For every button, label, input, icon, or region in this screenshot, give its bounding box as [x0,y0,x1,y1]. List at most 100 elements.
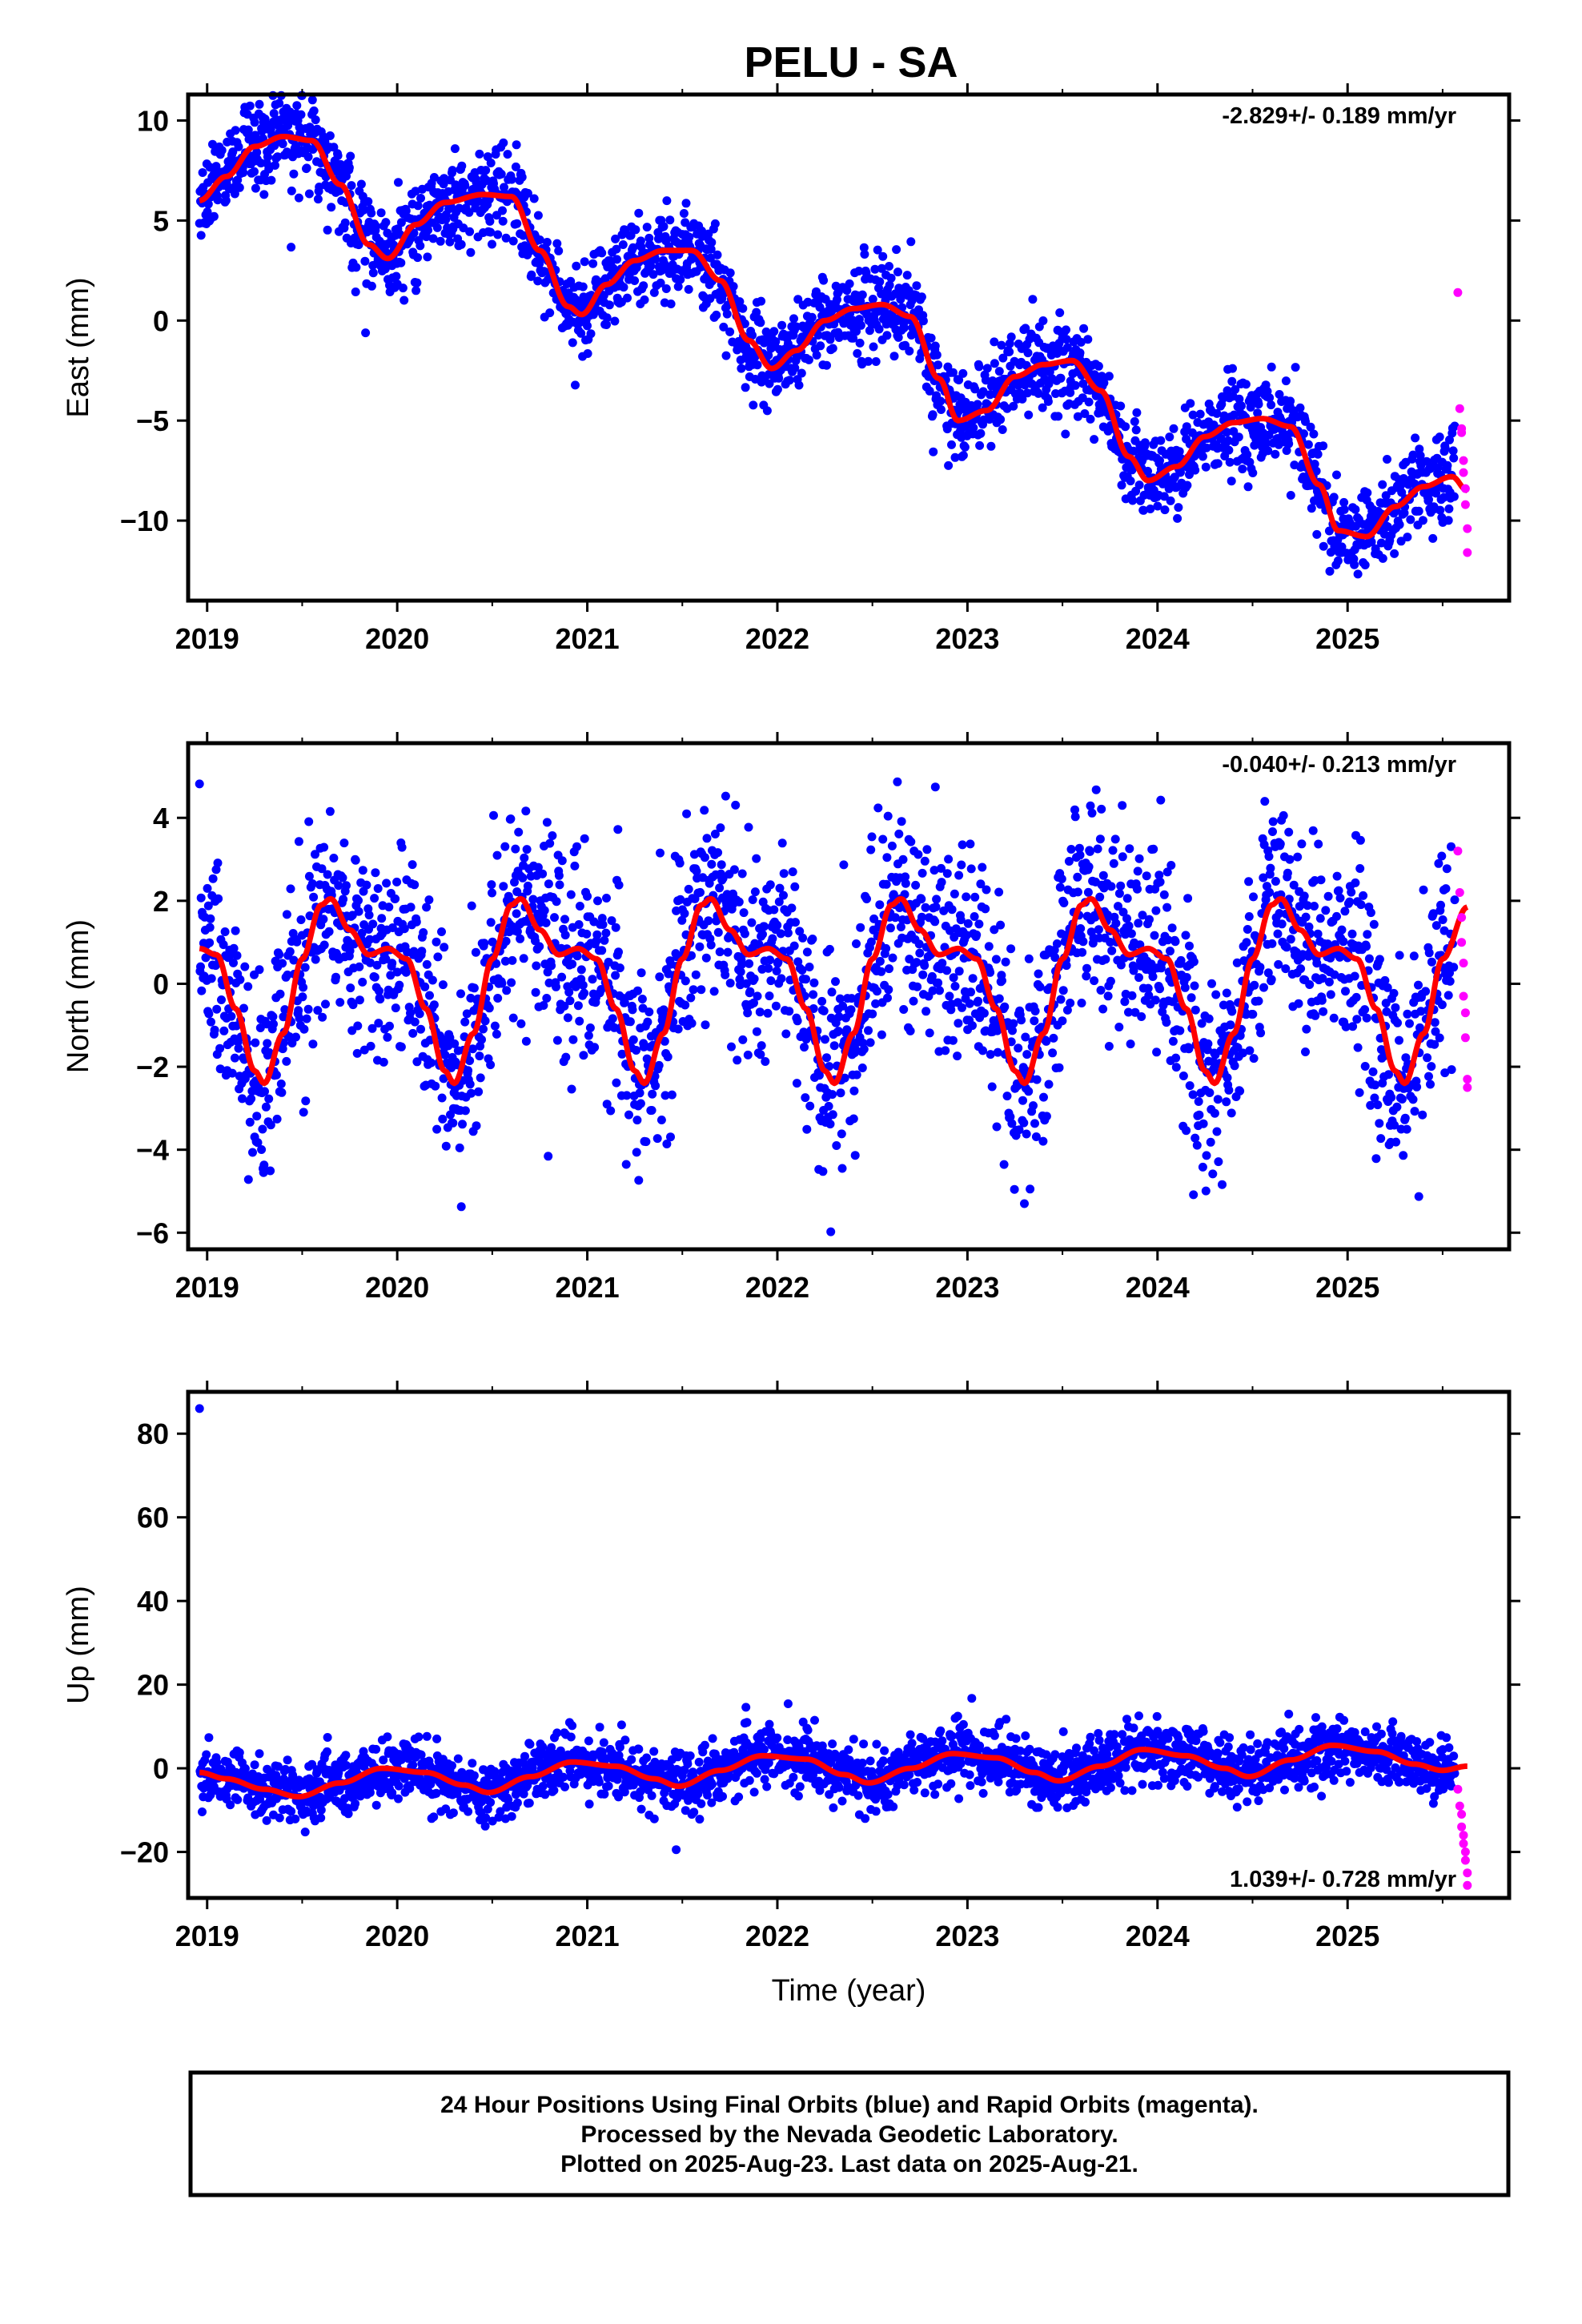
east-final-orbit-point [198,168,207,177]
north-final-orbit-point [1447,1065,1456,1075]
north-final-orbit-point [968,974,978,983]
north-final-orbit-point [1029,1101,1038,1111]
north-final-orbit-point [682,809,692,818]
north-final-orbit-point [580,834,589,843]
north-final-orbit-point [583,891,592,901]
north-final-orbit-point [1392,1102,1402,1112]
east-final-orbit-point [659,222,669,231]
east-final-orbit-point [1160,505,1170,515]
north-final-orbit-point [472,1121,481,1131]
north-final-orbit-point [978,862,987,872]
east-final-orbit-point [640,295,649,304]
north-final-orbit-point [1185,941,1194,951]
east-final-orbit-point [1090,435,1099,444]
north-final-orbit-point [1393,1018,1402,1027]
north-final-orbit-point [793,1016,802,1026]
east-final-orbit-point [997,340,1006,350]
north-y-tick-label: 4 [153,802,169,834]
north-final-orbit-point [431,1081,440,1091]
east-rapid-orbit-point [1459,456,1468,465]
up-panel: 2019 2020 2021 2022 2023 2024 2025806040200−20… [62,1381,1520,2008]
east-final-orbit-point [1005,347,1014,356]
east-final-orbit-point [340,218,350,227]
north-final-orbit-point [852,1070,861,1080]
north-final-orbit-point [1026,1184,1035,1194]
east-final-orbit-point [303,152,313,162]
north-final-orbit-point [319,915,328,924]
north-final-orbit-point [713,848,723,858]
north-final-orbit-point [1195,1110,1204,1120]
east-final-orbit-point [527,270,536,279]
north-final-orbit-point [467,901,476,911]
north-final-orbit-point [1296,964,1306,974]
north-final-orbit-point [615,963,624,973]
east-final-orbit-point [1023,348,1033,358]
east-final-orbit-point [676,275,685,284]
north-final-orbit-point [584,1031,593,1040]
east-final-orbit-point [1307,504,1316,513]
north-final-orbit-point [888,953,897,963]
north-final-orbit-point [1226,1020,1235,1030]
north-final-orbit-point [1408,1095,1418,1104]
east-final-orbit-point [278,139,287,149]
north-final-orbit-point [837,1129,846,1139]
east-final-orbit-point [713,250,722,259]
north-final-orbit-point [1399,1151,1408,1160]
east-final-orbit-point [1248,468,1258,477]
north-final-orbit-point [1271,877,1280,886]
east-final-orbit-point [666,300,676,308]
north-final-orbit-point [456,989,465,999]
east-final-orbit-point [721,351,731,360]
north-final-orbit-point [1002,1092,1012,1101]
north-final-orbit-point [395,980,404,990]
north-final-orbit-point [1326,990,1335,999]
east-final-orbit-point [1128,496,1138,505]
north-final-orbit-point [1249,892,1258,902]
north-final-orbit-point [1156,795,1166,805]
east-final-orbit-point [958,451,968,460]
north-final-orbit-point [979,1008,989,1018]
north-final-orbit-point [321,999,330,1009]
east-final-orbit-point [1243,482,1253,492]
north-final-orbit-point [1441,884,1451,894]
up-final-orbit-point [291,1814,300,1823]
north-final-orbit-point [602,894,611,903]
north-final-orbit-point [1230,1061,1239,1071]
north-final-orbit-point [570,861,580,870]
north-final-orbit-point [342,881,351,891]
east-final-orbit-point [351,263,361,272]
north-final-orbit-point [727,1042,736,1051]
east-final-orbit-point [642,223,652,232]
north-final-orbit-point [1242,938,1251,947]
east-final-orbit-point [498,206,507,215]
north-final-orbit-point [947,905,957,915]
north-final-orbit-point [868,1009,877,1019]
north-final-orbit-point [506,814,516,823]
north-final-orbit-point [937,878,946,887]
east-final-orbit-point [790,364,800,372]
north-final-orbit-point [392,877,402,887]
north-final-orbit-point [213,858,223,868]
north-final-orbit-point [644,1007,654,1017]
north-final-orbit-point [970,912,979,921]
east-final-orbit-point [196,231,206,240]
north-final-orbit-point [1006,944,1016,954]
north-final-orbit-point [528,895,538,904]
north-final-orbit-point [1273,929,1283,939]
north-final-orbit-point [1350,971,1359,981]
east-final-orbit-point [1140,438,1150,448]
north-final-orbit-point [1427,957,1436,967]
north-final-orbit-point [606,1106,616,1116]
east-final-orbit-point [583,349,592,358]
north-x-tick-label: 2021 [556,1271,620,1304]
north-final-orbit-point [729,865,739,875]
east-rapid-orbit-point [1455,404,1464,413]
north-final-orbit-point [1134,854,1144,863]
north-final-orbit-point [1202,1151,1211,1160]
north-final-orbit-point [210,1025,219,1035]
north-final-orbit-point [1337,925,1347,935]
north-final-orbit-point [771,1001,781,1011]
north-final-orbit-point [1387,1092,1396,1102]
north-final-orbit-point [1317,995,1327,1005]
east-final-orbit-point [1414,506,1423,516]
